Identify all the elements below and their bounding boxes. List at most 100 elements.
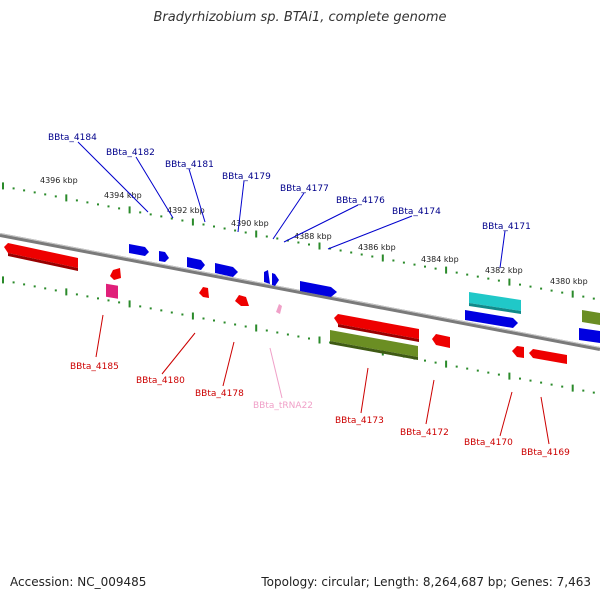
minor-tick <box>213 319 215 322</box>
gene-label-bbta-4174[interactable]: BBta_4174 <box>392 207 441 217</box>
minor-tick <box>561 291 564 294</box>
minor-tick <box>23 283 26 286</box>
gene-label-bbta-4180[interactable]: BBta_4180 <box>136 376 185 386</box>
minor-tick <box>550 383 553 386</box>
gene-feature-cyan[interactable] <box>469 292 521 311</box>
gene-feature-trna[interactable] <box>276 304 282 314</box>
minor-tick <box>497 279 500 282</box>
kbp-label: 4384 kbp <box>421 255 459 264</box>
minor-tick <box>265 235 268 238</box>
minor-tick <box>308 337 310 340</box>
minor-tick <box>339 249 342 252</box>
gene-label-bbta-trna22[interactable]: BBta_tRNA22 <box>253 401 313 411</box>
gene-feature-red[interactable] <box>235 295 249 306</box>
minor-tick <box>44 193 47 196</box>
gene-label-bbta-4170[interactable]: BBta_4170 <box>464 438 513 448</box>
genome-summary-text: Topology: circular; Length: 8,264,687 bp… <box>261 575 591 589</box>
gene-features <box>4 243 600 364</box>
minor-tick <box>234 229 237 232</box>
gene-label-bbta-4181[interactable]: BBta_4181 <box>165 160 214 170</box>
kbp-label: 4380 kbp <box>550 277 588 286</box>
major-tick <box>65 288 68 296</box>
top-leader-lines <box>77 141 506 269</box>
minor-tick <box>297 335 300 338</box>
major-tick <box>445 266 448 274</box>
major-tick <box>2 182 4 190</box>
minor-tick <box>33 191 36 194</box>
gene-label-bbta-4184[interactable]: BBta_4184 <box>48 133 97 143</box>
gene-label-bbta-4178[interactable]: BBta_4178 <box>195 389 244 399</box>
gene-feature-blue[interactable] <box>264 270 270 284</box>
gene-label-bbta-4172[interactable]: BBta_4172 <box>400 428 449 438</box>
major-tick <box>2 276 4 284</box>
minor-tick <box>149 307 152 310</box>
top-gene-labels: BBta_4184 BBta_4182 BBta_4181 BBta_4179 … <box>48 133 531 232</box>
minor-tick <box>476 275 479 278</box>
minor-tick <box>75 199 78 202</box>
minor-tick <box>139 211 142 214</box>
major-tick <box>128 300 131 308</box>
gene-label-bbta-4171[interactable]: BBta_4171 <box>482 222 531 232</box>
major-tick <box>445 360 448 368</box>
minor-tick <box>476 369 479 372</box>
gene-label-bbta-4177[interactable]: BBta_4177 <box>280 184 329 194</box>
major-tick <box>191 312 194 320</box>
gene-feature-red[interactable] <box>512 346 524 358</box>
bottom-gene-labels: BBta_4185 BBta_4180 BBta_4178 BBta_tRNA2… <box>70 362 570 458</box>
minor-tick <box>202 317 205 320</box>
minor-tick <box>149 213 152 216</box>
gene-label-bbta-4176[interactable]: BBta_4176 <box>336 196 385 206</box>
minor-tick <box>540 381 543 384</box>
major-tick <box>508 278 511 286</box>
minor-tick <box>97 203 99 206</box>
gene-feature-blue[interactable] <box>579 328 600 343</box>
minor-tick <box>160 215 163 218</box>
gene-feature-blue[interactable] <box>215 263 238 277</box>
gene-feature-red[interactable] <box>199 287 209 298</box>
minor-tick <box>75 293 78 296</box>
major-tick <box>191 218 194 226</box>
minor-tick <box>244 231 247 234</box>
minor-tick <box>107 205 110 208</box>
major-tick <box>381 254 384 262</box>
gene-label-bbta-4179[interactable]: BBta_4179 <box>222 172 271 182</box>
minor-tick <box>23 189 26 192</box>
kbp-label: 4394 kbp <box>104 191 142 200</box>
accession-text: Accession: NC_009485 <box>10 575 147 589</box>
gene-feature-magenta[interactable] <box>106 283 118 299</box>
major-tick <box>318 336 321 344</box>
minor-tick <box>86 295 89 298</box>
gene-feature-blue[interactable] <box>465 310 518 328</box>
kbp-scale: 4396 kbp 4394 kbp 4392 kbp 4390 kbp 4388… <box>40 176 588 286</box>
genome-title: Bradyrhizobium sp. BTAi1, complete genom… <box>153 10 447 25</box>
gene-feature-olive[interactable] <box>582 310 600 325</box>
gene-feature-red[interactable] <box>4 243 78 268</box>
major-tick <box>571 384 574 392</box>
gene-feature-blue[interactable] <box>300 281 337 297</box>
gene-feature-red[interactable] <box>334 314 419 339</box>
minor-tick <box>202 223 205 226</box>
minor-tick <box>392 259 395 262</box>
gene-feature-olive[interactable] <box>330 330 418 357</box>
gene-feature-blue[interactable] <box>159 251 169 262</box>
minor-tick <box>244 325 247 328</box>
gene-feature-red[interactable] <box>432 334 450 348</box>
kbp-label: 4390 kbp <box>231 219 269 228</box>
minor-tick <box>265 329 268 332</box>
minor-tick <box>107 299 110 302</box>
gene-label-bbta-4169[interactable]: BBta_4169 <box>521 448 570 458</box>
minor-tick <box>170 311 173 314</box>
gene-feature-blue[interactable] <box>272 273 279 286</box>
major-tick <box>128 206 131 214</box>
gene-label-bbta-4185[interactable]: BBta_4185 <box>70 362 119 372</box>
gene-label-bbta-4173[interactable]: BBta_4173 <box>335 416 384 426</box>
gene-feature-red[interactable] <box>110 268 121 280</box>
minor-tick <box>455 271 458 274</box>
gene-feature-blue[interactable] <box>129 244 149 256</box>
gene-label-bbta-4182[interactable]: BBta_4182 <box>106 148 155 158</box>
major-tick <box>508 372 511 380</box>
gene-feature-red[interactable] <box>529 349 567 364</box>
minor-tick <box>276 237 279 240</box>
gene-feature-blue[interactable] <box>187 257 205 270</box>
minor-tick <box>540 287 543 290</box>
